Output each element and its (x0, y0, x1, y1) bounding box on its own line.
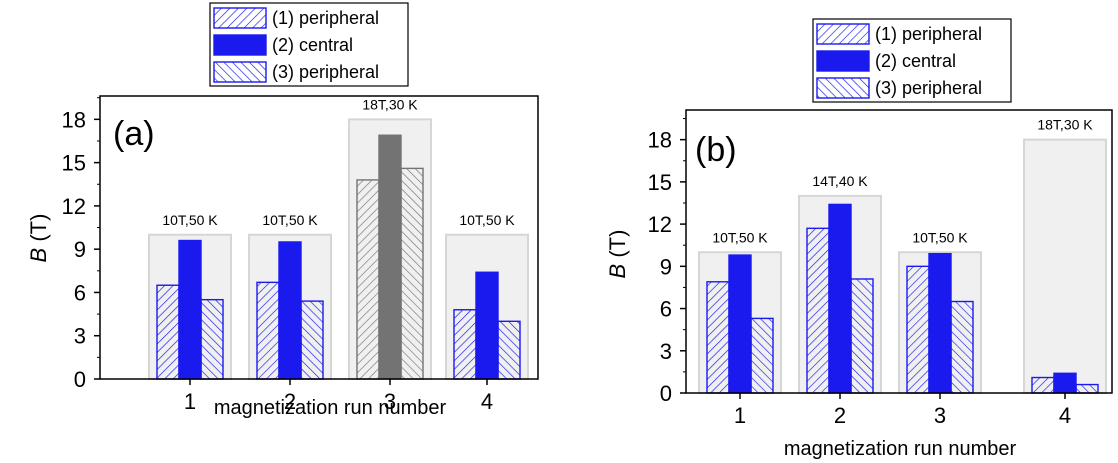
x-tick-label: 1 (734, 403, 746, 428)
condition-label: 18T,30 K (1037, 117, 1093, 133)
panel-label: (b) (695, 131, 737, 169)
y-tick-label: 9 (74, 237, 86, 262)
panel-b: (1) peripheral (2) central (3) periphera… (605, 18, 1113, 460)
x-ticks-a: 1 2 3 4 (184, 379, 493, 414)
bar-central (178, 239, 202, 380)
bar-peripheral (1075, 383, 1099, 394)
condition-labels-a: 10T,50 K 10T,50 K 18T,30 K 10T,50 K (162, 96, 515, 227)
y-axis-label: B (T) (26, 214, 51, 263)
y-tick-label: 12 (648, 212, 672, 237)
y-axis-symbol: B (26, 248, 51, 263)
bar-peripheral (200, 298, 224, 380)
bar-peripheral (750, 317, 774, 394)
y-tick-label: 0 (74, 367, 86, 392)
legend-swatch-peripheral-3 (213, 61, 267, 83)
bar-peripheral (850, 278, 874, 394)
x-tick-label: 1 (184, 389, 196, 414)
x-tick-label: 4 (1059, 403, 1071, 428)
x-tick-label: 3 (934, 403, 946, 428)
bar-peripheral (453, 309, 477, 380)
y-axis-symbol: B (605, 264, 630, 279)
y-tick-label: 12 (62, 194, 86, 219)
legend-label: (3) peripheral (875, 78, 982, 98)
y-tick-label: 15 (62, 151, 86, 176)
y-ticks-a: 0 3 6 9 12 15 18 (62, 97, 100, 392)
bar-central (928, 252, 952, 394)
y-axis-unit: (T) (605, 230, 630, 258)
x-tick-label: 3 (384, 389, 396, 414)
panel-a: (1) peripheral (2) central (3) periphera… (26, 2, 539, 419)
y-tick-label: 15 (648, 170, 672, 195)
bar-central (728, 254, 752, 394)
legend-swatch-central (816, 50, 870, 72)
condition-label: 14T,40 K (812, 173, 868, 189)
bar-peripheral (806, 227, 830, 394)
y-axis-label: B (T) (605, 230, 630, 279)
bar-peripheral (300, 300, 324, 380)
legend-swatch-peripheral-1 (213, 7, 267, 29)
condition-labels-b: 10T,50 K 14T,40 K 10T,50 K 18T,30 K (712, 117, 1093, 246)
bar-central (278, 241, 302, 380)
legend-label: (3) peripheral (272, 62, 379, 82)
legend-swatch-central (213, 34, 267, 56)
y-tick-label: 9 (660, 254, 672, 279)
y-axis-unit: (T) (26, 214, 51, 242)
applied-field-envelope (1023, 138, 1107, 394)
bar-peripheral (950, 300, 974, 394)
plot-frame (99, 95, 539, 380)
legend-label: (2) central (272, 35, 353, 55)
legend-label: (1) peripheral (272, 8, 379, 28)
x-ticks-b: 1 2 3 4 (734, 393, 1071, 428)
legend-label: (1) peripheral (875, 24, 982, 44)
bars-a (156, 134, 521, 380)
x-axis-label: magnetization run number (214, 397, 447, 419)
y-tick-label: 3 (660, 339, 672, 364)
bar-peripheral (256, 281, 280, 380)
bar-central (475, 271, 499, 380)
bar-peripheral (1031, 376, 1055, 394)
bar-central (828, 203, 852, 394)
bar-peripheral (156, 284, 180, 380)
y-tick-label: 18 (62, 107, 86, 132)
legend-swatch-peripheral-1 (816, 23, 870, 45)
x-tick-label: 2 (284, 389, 296, 414)
bar-central (1053, 372, 1077, 394)
y-tick-label: 6 (74, 280, 86, 305)
y-tick-label: 6 (660, 297, 672, 322)
x-tick-label: 4 (481, 389, 493, 414)
plot-frame (685, 109, 1113, 394)
bar-peripheral (497, 320, 521, 380)
y-ticks-b: 0 3 6 9 12 15 18 (648, 118, 686, 406)
condition-label: 10T,50 K (912, 229, 968, 245)
y-tick-label: 3 (74, 324, 86, 349)
condition-label: 10T,50 K (712, 229, 768, 245)
bar-peripheral (706, 281, 730, 394)
condition-label: 10T,50 K (459, 212, 515, 228)
legend-a: (1) peripheral (2) central (3) periphera… (209, 2, 409, 87)
bar-peripheral (356, 179, 380, 380)
bar-central (378, 134, 402, 380)
x-axis-label: magnetization run number (784, 438, 1017, 460)
y-tick-label: 0 (660, 381, 672, 406)
condition-label: 10T,50 K (162, 212, 218, 228)
condition-label: 18T,30 K (362, 96, 418, 112)
condition-label: 10T,50 K (262, 212, 318, 228)
bar-peripheral (400, 167, 424, 380)
panel-label: (a) (113, 115, 155, 153)
legend-label: (2) central (875, 51, 956, 71)
y-tick-label: 18 (648, 128, 672, 153)
legend-b: (1) peripheral (2) central (3) periphera… (812, 18, 1012, 103)
legend-swatch-peripheral-3 (816, 77, 870, 99)
x-tick-label: 2 (834, 403, 846, 428)
bar-peripheral (906, 265, 930, 394)
